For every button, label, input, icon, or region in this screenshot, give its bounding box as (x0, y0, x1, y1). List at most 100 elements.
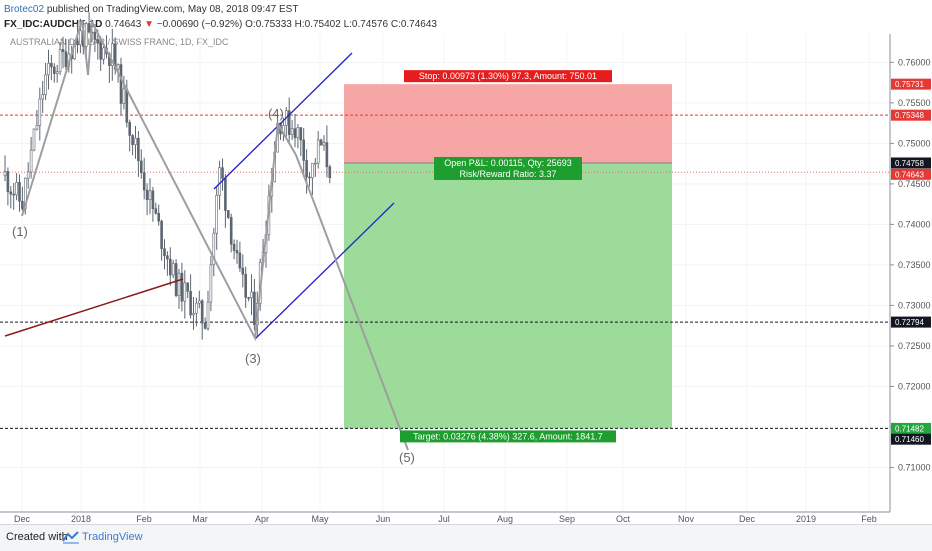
candle-body (189, 291, 192, 316)
time-axis[interactable]: Dec 2018 Feb Mar Apr May Jun Jul Aug Sep Oct Nov Dec… (0, 511, 890, 524)
candle-body (163, 248, 166, 257)
candle-body (215, 194, 218, 234)
price-tag-text: 0.74643 (895, 170, 924, 179)
candle-body (137, 137, 140, 162)
candle-body (177, 272, 181, 296)
candle-body (171, 263, 175, 276)
candle-body (247, 297, 250, 299)
price-tag-text: 0.75731 (895, 80, 924, 89)
y-tick-label: 0.71000 (898, 462, 931, 472)
candle-body (134, 137, 137, 145)
publish-line: Brotec02 published on TradingView.com, M… (4, 2, 437, 17)
price-tag-text: 0.72794 (895, 318, 924, 327)
candle-body (15, 181, 18, 196)
candle-body (151, 190, 155, 209)
wave-label-1: (1) (12, 224, 28, 239)
candle-body (299, 127, 303, 141)
stop-loss-zone[interactable] (344, 84, 672, 163)
channel-upper-line[interactable] (213, 52, 353, 190)
candle-body (244, 273, 247, 298)
candle-body (119, 64, 123, 104)
candle-body (6, 171, 10, 193)
price-tag-text: 0.74758 (895, 159, 924, 168)
candle-body (174, 263, 178, 296)
candle-body (3, 171, 7, 177)
candle-body (192, 312, 195, 316)
candlesticks (3, 12, 332, 340)
candle-body (140, 160, 143, 173)
x-tick-label: Mar (192, 514, 208, 524)
y-tick-label: 0.74000 (898, 219, 931, 229)
candle-body (305, 160, 308, 178)
candle-body (99, 42, 102, 60)
tradingview-brand-link[interactable]: TradingView (82, 531, 143, 543)
candle-body (18, 181, 21, 202)
symbol-name: FX_IDC:AUDCHF, 1D (4, 19, 103, 30)
x-tick-label: Jun (376, 514, 391, 524)
x-tick-label: Nov (678, 514, 695, 524)
position-zones[interactable] (344, 84, 672, 429)
y-tick-label: 0.73000 (898, 300, 931, 310)
channel-lower-line[interactable] (254, 202, 395, 340)
candle-body (206, 301, 210, 329)
candle-body (169, 258, 172, 276)
x-tick-label: 2019 (796, 514, 816, 524)
author-link[interactable]: Brotec02 (4, 4, 45, 15)
position-labels: Stop: 0.00973 (1.30%) 97.3, Amount: 750.… (400, 70, 616, 443)
candle-body (87, 23, 91, 33)
candle-body (125, 88, 129, 123)
wave-labels: (1) (3) (4) (5) (12, 106, 415, 465)
price-tag-box (891, 422, 931, 434)
candle-body (296, 127, 300, 139)
price-tag-box (891, 168, 931, 180)
chart-header: Brotec02 published on TradingView.com, M… (4, 2, 437, 32)
target-label: Target: 0.03276 (4.38%) 327.6, Amount: 1… (413, 431, 603, 441)
candle-body (200, 300, 204, 324)
candle-body (23, 177, 27, 210)
candle-body (9, 191, 13, 195)
y-tick-label: 0.74500 (898, 179, 931, 189)
candle-body (38, 98, 42, 126)
candle-body (111, 43, 114, 66)
candle-body (35, 125, 39, 130)
candle-body (186, 282, 189, 292)
candle-body (32, 128, 36, 151)
candle-body (116, 64, 120, 70)
candle-body (180, 272, 184, 302)
x-tick-label: May (311, 514, 329, 524)
drawing-tools[interactable] (4, 18, 409, 451)
candle-body (26, 171, 30, 179)
candle-body (21, 200, 24, 210)
target-label-box (400, 430, 616, 443)
candle-body (325, 142, 329, 168)
candle-body (195, 302, 198, 314)
candle-body (311, 163, 314, 179)
candle-body (308, 176, 311, 179)
stop-label-box (404, 70, 612, 83)
candle-body (154, 208, 158, 214)
elliott-wave-path[interactable] (21, 18, 409, 451)
candle-body (160, 220, 163, 249)
candle-body (145, 189, 149, 200)
candle-body (227, 210, 230, 218)
take-profit-zone[interactable] (344, 162, 672, 429)
candle-body (166, 255, 169, 260)
candle-body (12, 193, 15, 196)
y-tick-label: 0.72500 (898, 341, 931, 351)
candle-body (122, 88, 126, 104)
candle-body (58, 49, 62, 73)
x-tick-label: Oct (616, 514, 631, 524)
x-tick-label: Aug (497, 514, 513, 524)
candle-body (84, 23, 88, 47)
candle-body (212, 232, 216, 266)
candle-body (44, 74, 47, 95)
candle-body (290, 128, 294, 135)
price-chart[interactable]: AUSTRALIAN DOLLAR / SWISS FRANC, 1D, FX_… (0, 0, 932, 524)
support-trendline[interactable] (4, 278, 184, 337)
pl-label-box (434, 156, 582, 180)
price-tag-box (891, 109, 931, 121)
rr-label: Risk/Reward Ratio: 3.37 (459, 169, 556, 179)
candle-body (61, 49, 65, 53)
candle-body (316, 139, 320, 164)
price-tag-text: 0.75348 (895, 111, 924, 120)
